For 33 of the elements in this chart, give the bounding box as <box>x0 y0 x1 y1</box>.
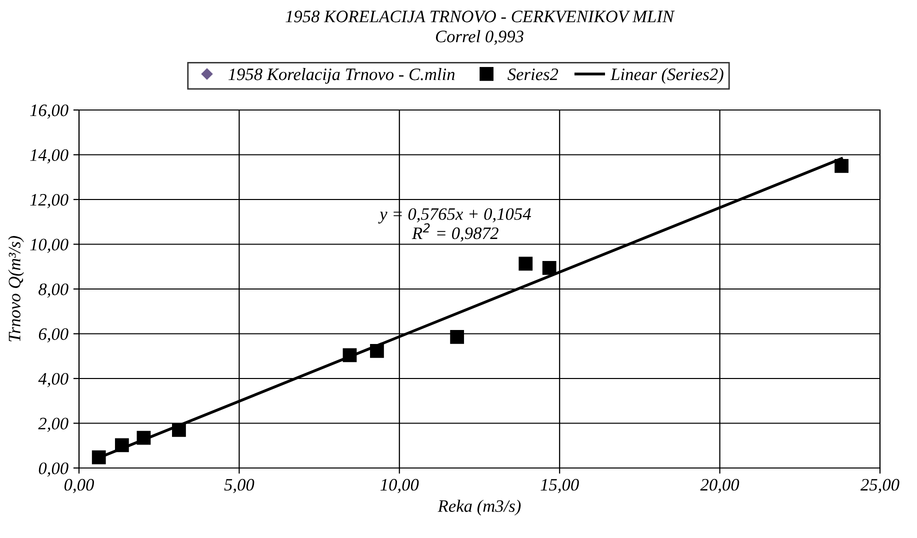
y-tick-label: 4,00 <box>38 372 68 388</box>
x-axis-title: Reka (m3/s) <box>438 500 521 516</box>
y-tick-label: 16,00 <box>30 104 68 119</box>
legend-label: Linear (Series2) <box>610 68 724 84</box>
annotation: R$^{2}$ = 0,9872 <box>412 223 498 242</box>
point <box>342 348 357 362</box>
x-tick-label: 15,00 <box>540 478 579 494</box>
point <box>136 430 151 445</box>
legend-label: 1958 Korelacija Trnovo - C.mlin <box>228 68 455 84</box>
x-tick-label: 10,00 <box>380 478 419 494</box>
y-tick-label: 12,00 <box>30 194 68 208</box>
legend-label: Series2 <box>508 68 558 80</box>
x-tick-label: 5,00 <box>224 478 254 494</box>
x-tick-label: 0,00 <box>64 478 94 494</box>
point <box>172 423 186 437</box>
y-tick-label: 6,00 <box>38 328 68 342</box>
chart-title: 1958 KORELACIJA TRNOVO - CERKVENIKOV MLIN <box>286 10 675 22</box>
y-tick-label: 14,00 <box>30 149 68 164</box>
x-tick-label: 20,00 <box>700 478 740 494</box>
point <box>370 344 384 358</box>
point <box>92 450 106 464</box>
x-tick-label: 25,00 <box>860 478 900 494</box>
point <box>450 330 464 344</box>
y-tick-label: 0,00 <box>38 462 68 477</box>
y-tick-label: 8,00 <box>38 283 68 298</box>
point <box>114 438 129 452</box>
y-tick-label: 2,00 <box>38 418 68 432</box>
y-tick-label: 10,00 <box>30 238 68 253</box>
chart-subtitle: Correl 0,993 <box>436 30 524 45</box>
point <box>834 158 848 173</box>
point <box>518 256 533 271</box>
point <box>542 261 556 275</box>
y-axis-title: Trnovo Q(m³/s) <box>8 236 24 342</box>
